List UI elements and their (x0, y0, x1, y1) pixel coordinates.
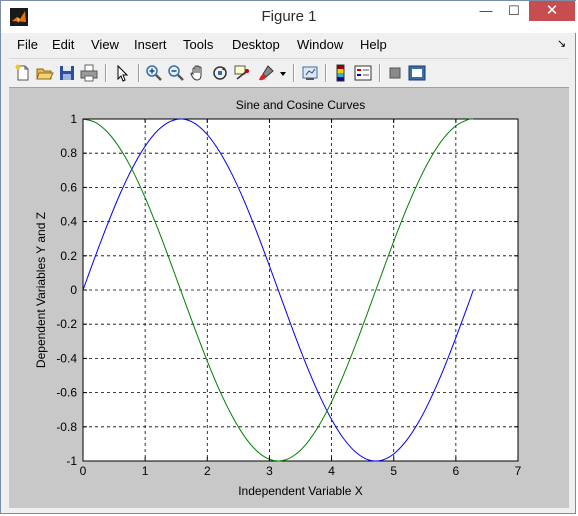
data-cursor-icon[interactable] (232, 63, 252, 83)
x-axis-label: Independent Variable X (238, 484, 363, 498)
plot-lines (82, 118, 474, 462)
menu-file[interactable]: File (17, 37, 38, 52)
menu-view[interactable]: View (91, 37, 119, 52)
maximize-button[interactable]: ☐ (508, 3, 520, 18)
menu-bar: File Edit View Insert Tools Desktop Wind… (9, 34, 569, 56)
link-plot-icon[interactable] (300, 63, 320, 83)
print-icon[interactable] (79, 63, 99, 83)
y-tick-label: 0 (70, 283, 77, 297)
toolbar-separator (105, 64, 107, 82)
series-line-cosx (82, 118, 474, 462)
hide-plot-tools-icon[interactable] (385, 63, 405, 83)
open-file-icon[interactable] (35, 63, 55, 83)
y-tick-label: 0.8 (60, 146, 77, 160)
x-tick-label: 5 (390, 464, 397, 478)
x-tick-label: 1 (142, 464, 149, 478)
zoom-out-icon[interactable] (166, 63, 186, 83)
x-tick-label: 6 (453, 464, 460, 478)
y-tick-label: -0.2 (56, 317, 77, 331)
sine-cosine-chart[interactable]: 0 1 2 3 4 5 6 7 -1 -0.8 -0.6 -0.4 -0.2 0 0.2 0.4 0.6 0.8 1… (9, 88, 569, 508)
menu-edit[interactable]: Edit (52, 37, 75, 52)
pointer-icon[interactable] (112, 63, 132, 83)
window-title: Figure 1 (261, 8, 317, 25)
y-tick-label: -0.8 (56, 420, 77, 434)
y-tick-label: -1 (66, 454, 77, 468)
x-tick-label: 7 (515, 464, 522, 478)
close-button[interactable]: ✕ (529, 1, 575, 21)
legend-icon[interactable] (353, 63, 373, 83)
toolbar-separator (138, 64, 140, 82)
menu-tools[interactable]: Tools (183, 37, 214, 52)
axis-ticks: 0 1 2 3 4 5 6 7 -1 -0.8 -0.6 -0.4 -0.2 0 0.2 0.4 0.6 0.8 1 (56, 112, 521, 478)
y-tick-label: 0.4 (60, 215, 77, 229)
y-tick-label: 1 (70, 112, 77, 126)
menu-insert[interactable]: Insert (134, 37, 167, 52)
matlab-logo-icon (10, 8, 28, 26)
chart-title: Sine and Cosine Curves (236, 98, 365, 112)
figure-toolbar (9, 58, 569, 88)
x-tick-label: 2 (204, 464, 211, 478)
new-figure-icon[interactable] (13, 63, 33, 83)
brush-icon[interactable] (256, 63, 276, 83)
x-tick-label: 0 (80, 464, 87, 478)
y-axis-label: Dependent Variables Y and Z (34, 212, 48, 368)
y-tick-label: 0.6 (60, 180, 77, 194)
show-plot-tools-icon[interactable] (407, 63, 427, 83)
menu-help[interactable]: Help (360, 37, 387, 52)
dock-arrow-icon[interactable]: ↘ (557, 38, 567, 50)
save-icon[interactable] (57, 63, 77, 83)
y-tick-label: -0.6 (56, 386, 77, 400)
toolbar-separator (379, 64, 381, 82)
brush-dropdown-icon[interactable] (278, 63, 288, 83)
menu-desktop[interactable]: Desktop (232, 37, 280, 52)
toolbar-separator (293, 64, 295, 82)
y-tick-label: 0.2 (60, 249, 77, 263)
colorbar-icon[interactable] (331, 63, 351, 83)
minimize-button[interactable]: — (479, 3, 493, 18)
figure-canvas: 0 1 2 3 4 5 6 7 -1 -0.8 -0.6 -0.4 -0.2 0 0.2 0.4 0.6 0.8 1… (9, 88, 569, 508)
x-tick-label: 4 (328, 464, 335, 478)
pan-hand-icon[interactable] (188, 63, 208, 83)
toolbar-separator (325, 64, 327, 82)
y-tick-label: -0.4 (56, 351, 77, 365)
x-tick-label: 3 (266, 464, 273, 478)
rotate-3d-icon[interactable] (210, 63, 230, 83)
menu-window[interactable]: Window (297, 37, 344, 52)
title-bar[interactable]: Figure 1 — ☐ ✕ (1, 1, 577, 33)
grid-lines (83, 119, 518, 461)
series-line-sinx (82, 118, 474, 462)
zoom-in-icon[interactable] (144, 63, 164, 83)
